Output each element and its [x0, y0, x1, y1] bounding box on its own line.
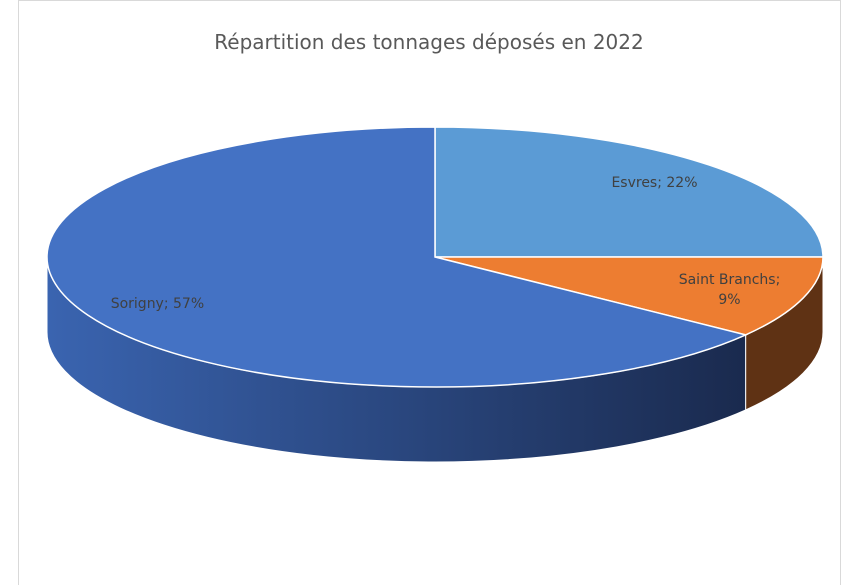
- pie-slice: [46, 126, 748, 388]
- pie-slice: [434, 256, 824, 336]
- pie-slice: [434, 126, 824, 258]
- data-label: Sorigny; 57%: [110, 295, 205, 312]
- chart-title: Répartition des tonnages déposés en 2022: [214, 30, 644, 54]
- data-label: Esvres; 22%: [611, 175, 698, 192]
- data-label: Saint Branchs; 9%: [678, 271, 781, 308]
